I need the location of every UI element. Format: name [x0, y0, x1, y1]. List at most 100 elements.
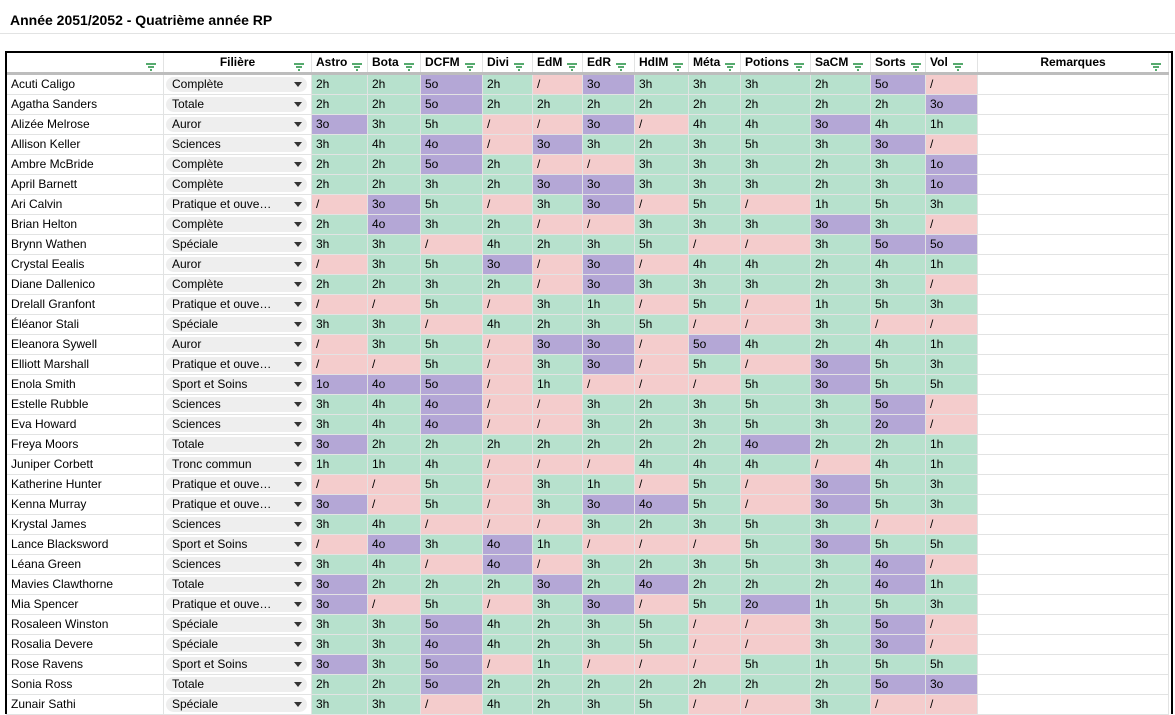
grade-cell-sorts[interactable]: 5h: [870, 374, 926, 395]
grade-cell-vol[interactable]: /: [925, 694, 978, 715]
column-header-edm[interactable]: EdM: [532, 51, 583, 75]
student-name-cell[interactable]: April Barnett: [6, 174, 164, 195]
grade-cell-sacm[interactable]: 1h: [810, 194, 871, 215]
grade-cell-astro[interactable]: 3h: [311, 694, 368, 715]
filiere-cell[interactable]: Spéciale: [163, 614, 312, 635]
grade-cell-dcfm[interactable]: /: [420, 314, 483, 335]
remarques-cell[interactable]: [977, 94, 1169, 115]
grade-cell-hdim[interactable]: 2h: [634, 434, 689, 455]
grade-cell-vol[interactable]: 1h: [925, 454, 978, 475]
grade-cell-meta[interactable]: /: [688, 534, 741, 555]
grade-cell-bota[interactable]: 3h: [367, 614, 421, 635]
grade-cell-potions[interactable]: 4o: [740, 434, 811, 455]
grade-cell-edm[interactable]: 3h: [532, 474, 583, 495]
student-name-cell[interactable]: Rose Ravens: [6, 654, 164, 675]
dropdown-arrow-icon[interactable]: [294, 702, 302, 707]
grade-cell-edm[interactable]: 3h: [532, 594, 583, 615]
filter-icon[interactable]: [351, 58, 363, 71]
grade-cell-edm[interactable]: 2h: [532, 614, 583, 635]
grade-cell-sacm[interactable]: 3h: [810, 694, 871, 715]
grade-cell-dcfm[interactable]: 4h: [420, 454, 483, 475]
grade-cell-divi[interactable]: 2h: [482, 674, 533, 695]
grade-cell-divi[interactable]: 3o: [482, 254, 533, 275]
grade-cell-astro[interactable]: /: [311, 254, 368, 275]
grade-cell-sorts[interactable]: 4o: [870, 574, 926, 595]
grade-cell-potions[interactable]: 3h: [740, 214, 811, 235]
filter-icon[interactable]: [672, 58, 684, 71]
grade-cell-sacm[interactable]: 1h: [810, 294, 871, 315]
grade-cell-hdim[interactable]: 3h: [634, 73, 689, 95]
grade-cell-sacm[interactable]: 1h: [810, 594, 871, 615]
grade-cell-edr[interactable]: 3o: [582, 174, 635, 195]
student-name-cell[interactable]: Krystal James: [6, 514, 164, 535]
grade-cell-dcfm[interactable]: /: [420, 554, 483, 575]
grade-cell-meta[interactable]: 3h: [688, 554, 741, 575]
filiere-cell[interactable]: Auror: [163, 114, 312, 135]
column-header-sacm[interactable]: SaCM: [810, 51, 871, 75]
grade-cell-astro[interactable]: 3h: [311, 234, 368, 255]
grade-cell-hdim[interactable]: 5h: [634, 234, 689, 255]
filiere-dropdown-chip[interactable]: Totale: [166, 437, 307, 452]
grade-cell-sorts[interactable]: 3o: [870, 134, 926, 155]
filiere-cell[interactable]: Complète: [163, 73, 312, 95]
grade-cell-sacm[interactable]: 1h: [810, 654, 871, 675]
filiere-dropdown-chip[interactable]: Complète: [166, 177, 307, 192]
filiere-cell[interactable]: Pratique et ouve…: [163, 354, 312, 375]
grade-cell-sacm[interactable]: 3h: [810, 614, 871, 635]
grade-cell-potions[interactable]: 2o: [740, 594, 811, 615]
student-name-cell[interactable]: Rosalia Devere: [6, 634, 164, 655]
grade-cell-dcfm[interactable]: 5h: [420, 474, 483, 495]
dropdown-arrow-icon[interactable]: [294, 242, 302, 247]
remarques-cell[interactable]: [977, 274, 1169, 295]
grade-cell-meta[interactable]: 4h: [688, 114, 741, 135]
grade-cell-divi[interactable]: /: [482, 134, 533, 155]
grade-cell-divi[interactable]: /: [482, 294, 533, 315]
grade-cell-hdim[interactable]: 2h: [634, 394, 689, 415]
grade-cell-edr[interactable]: 3o: [582, 254, 635, 275]
student-name-cell[interactable]: Freya Moors: [6, 434, 164, 455]
grade-cell-hdim[interactable]: 2h: [634, 554, 689, 575]
grade-cell-sorts[interactable]: 2o: [870, 414, 926, 435]
grade-cell-hdim[interactable]: 5h: [634, 614, 689, 635]
grade-cell-potions[interactable]: 2h: [740, 574, 811, 595]
grade-cell-hdim[interactable]: /: [634, 294, 689, 315]
grade-cell-sorts[interactable]: 4h: [870, 454, 926, 475]
grade-cell-dcfm[interactable]: 3h: [420, 534, 483, 555]
filter-icon[interactable]: [464, 58, 476, 71]
grade-cell-dcfm[interactable]: 5h: [420, 354, 483, 375]
filiere-cell[interactable]: Pratique et ouve…: [163, 194, 312, 215]
grade-cell-divi[interactable]: 4o: [482, 554, 533, 575]
filter-icon[interactable]: [615, 58, 627, 71]
grade-cell-vol[interactable]: 3o: [925, 94, 978, 115]
grade-cell-hdim[interactable]: /: [634, 114, 689, 135]
column-header-hdim[interactable]: HdIM: [634, 51, 689, 75]
grade-cell-meta[interactable]: 3h: [688, 174, 741, 195]
student-name-cell[interactable]: Mia Spencer: [6, 594, 164, 615]
filiere-dropdown-chip[interactable]: Complète: [166, 217, 307, 232]
filiere-cell[interactable]: Complète: [163, 174, 312, 195]
grade-cell-meta[interactable]: 5o: [688, 334, 741, 355]
grade-cell-edr[interactable]: 3h: [582, 234, 635, 255]
dropdown-arrow-icon[interactable]: [294, 622, 302, 627]
filiere-dropdown-chip[interactable]: Complète: [166, 277, 307, 292]
grade-cell-divi[interactable]: 4h: [482, 694, 533, 715]
grade-cell-potions[interactable]: 4h: [740, 334, 811, 355]
dropdown-arrow-icon[interactable]: [294, 262, 302, 267]
filiere-dropdown-chip[interactable]: Tronc commun: [166, 457, 307, 472]
filiere-dropdown-chip[interactable]: Sport et Soins: [166, 537, 307, 552]
grade-cell-potions[interactable]: /: [740, 294, 811, 315]
grade-cell-dcfm[interactable]: 5o: [420, 94, 483, 115]
grade-cell-sacm[interactable]: 3o: [810, 114, 871, 135]
grade-cell-dcfm[interactable]: 5h: [420, 114, 483, 135]
filiere-dropdown-chip[interactable]: Sport et Soins: [166, 657, 307, 672]
grade-cell-divi[interactable]: /: [482, 454, 533, 475]
student-name-cell[interactable]: Drelall Granfont: [6, 294, 164, 315]
grade-cell-sorts[interactable]: 4h: [870, 114, 926, 135]
grade-cell-dcfm[interactable]: 5o: [420, 154, 483, 175]
filter-icon[interactable]: [793, 58, 805, 71]
filter-icon[interactable]: [852, 58, 864, 71]
grade-cell-dcfm[interactable]: 5o: [420, 614, 483, 635]
grade-cell-sacm[interactable]: 3o: [810, 474, 871, 495]
grade-cell-meta[interactable]: 3h: [688, 73, 741, 95]
filiere-cell[interactable]: Spéciale: [163, 314, 312, 335]
